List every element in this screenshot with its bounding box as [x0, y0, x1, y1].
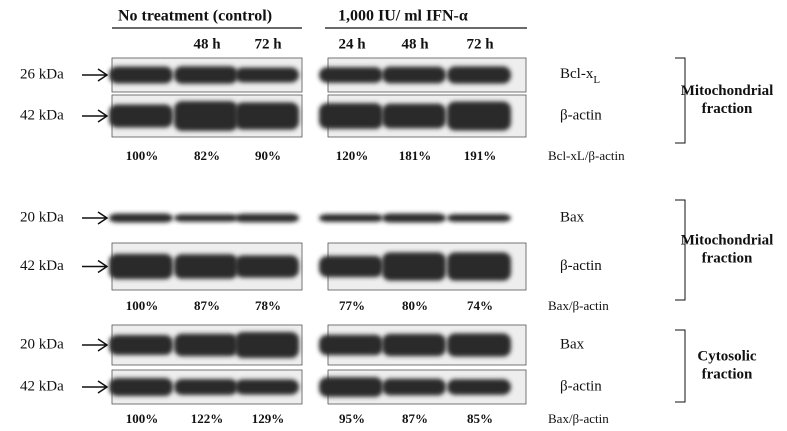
ratio: 100%	[126, 148, 159, 163]
band	[447, 66, 511, 84]
band	[382, 333, 446, 357]
band	[235, 379, 299, 395]
bracket	[675, 57, 686, 144]
fraction-label: Mitochondrial	[681, 232, 774, 248]
band	[174, 333, 238, 357]
ifn-header: 1,000 IU/ ml IFN-α	[338, 8, 468, 25]
band	[174, 66, 238, 84]
band	[235, 67, 299, 83]
band	[174, 254, 238, 279]
ratio: 77%	[339, 298, 365, 313]
protein-label: Bcl-xL	[560, 66, 600, 85]
ratio: 100%	[126, 298, 159, 313]
protein-label: β-actin	[560, 258, 602, 274]
band	[447, 101, 511, 131]
marker-arrow	[82, 109, 109, 123]
lane-label: 48 h	[401, 36, 429, 52]
band	[382, 66, 446, 84]
band	[235, 102, 299, 130]
protein-label: β-actin	[560, 107, 602, 123]
band	[109, 334, 173, 356]
band	[109, 104, 173, 128]
ratio-label: Bax/β-actin	[548, 298, 609, 313]
ratio: 90%	[255, 148, 281, 163]
protein-label: Bax	[560, 209, 585, 225]
lane-label: 48 h	[193, 36, 221, 52]
ratio: 87%	[194, 298, 220, 313]
fraction-label: fraction	[702, 250, 753, 266]
marker-label: 42 kDa	[20, 107, 64, 123]
band	[447, 214, 511, 222]
marker-label: 20 kDa	[20, 336, 64, 352]
ratio-label: Bax/β-actin	[548, 411, 609, 426]
ratio: 82%	[194, 148, 220, 163]
fraction-label: fraction	[702, 366, 753, 382]
ratio: 191%	[464, 148, 497, 163]
fraction-label: Cytosolic	[697, 348, 757, 364]
ratio: 74%	[467, 298, 493, 313]
ratio-label: Bcl-xL/β-actin	[548, 148, 625, 163]
ratio: 85%	[467, 411, 493, 426]
control-header: No treatment (control)	[118, 8, 272, 25]
band	[319, 67, 383, 83]
band	[447, 379, 511, 395]
band	[235, 331, 299, 359]
marker-arrow	[82, 338, 109, 352]
ratio: 181%	[399, 148, 432, 163]
marker-label: 20 kDa	[20, 209, 64, 225]
fraction-label: fraction	[702, 101, 753, 117]
band	[447, 333, 511, 357]
lane-label: 24 h	[338, 36, 366, 52]
band	[382, 103, 446, 129]
band	[382, 252, 446, 281]
lane-label: 72 h	[254, 36, 282, 52]
marker-arrow	[82, 380, 109, 394]
band	[174, 379, 238, 395]
protein-name: Bcl-x	[560, 66, 594, 82]
protein-subscript: L	[593, 74, 600, 86]
band	[319, 334, 383, 356]
ratio: 122%	[191, 411, 224, 426]
marker-label: 26 kDa	[20, 66, 64, 82]
marker-label: 42 kDa	[20, 378, 64, 394]
band	[382, 213, 446, 223]
bracket	[675, 329, 686, 403]
lane-label: 72 h	[466, 36, 494, 52]
marker-arrow	[82, 211, 109, 225]
band	[235, 255, 299, 278]
band	[109, 377, 173, 397]
fraction-label: Mitochondrial	[681, 83, 774, 99]
ratio: 95%	[339, 411, 365, 426]
band	[174, 214, 238, 222]
ratio: 100%	[126, 411, 159, 426]
ratio: 78%	[255, 298, 281, 313]
marker-label: 42 kDa	[20, 258, 64, 274]
band	[109, 253, 173, 280]
band	[319, 214, 383, 222]
protein-label: β-actin	[560, 378, 602, 394]
band	[109, 66, 173, 84]
band	[319, 103, 383, 129]
band	[109, 213, 173, 223]
protein-label: Bax	[560, 336, 585, 352]
ratio: 80%	[402, 298, 428, 313]
band	[447, 252, 511, 281]
ratio: 120%	[336, 148, 369, 163]
band	[174, 101, 238, 131]
ratio: 129%	[252, 411, 285, 426]
band	[319, 377, 383, 397]
band	[382, 378, 446, 396]
marker-arrow	[82, 68, 109, 82]
band	[319, 255, 383, 278]
marker-arrow	[82, 259, 109, 274]
bracket	[675, 199, 686, 301]
ratio: 87%	[402, 411, 428, 426]
band	[235, 213, 299, 223]
